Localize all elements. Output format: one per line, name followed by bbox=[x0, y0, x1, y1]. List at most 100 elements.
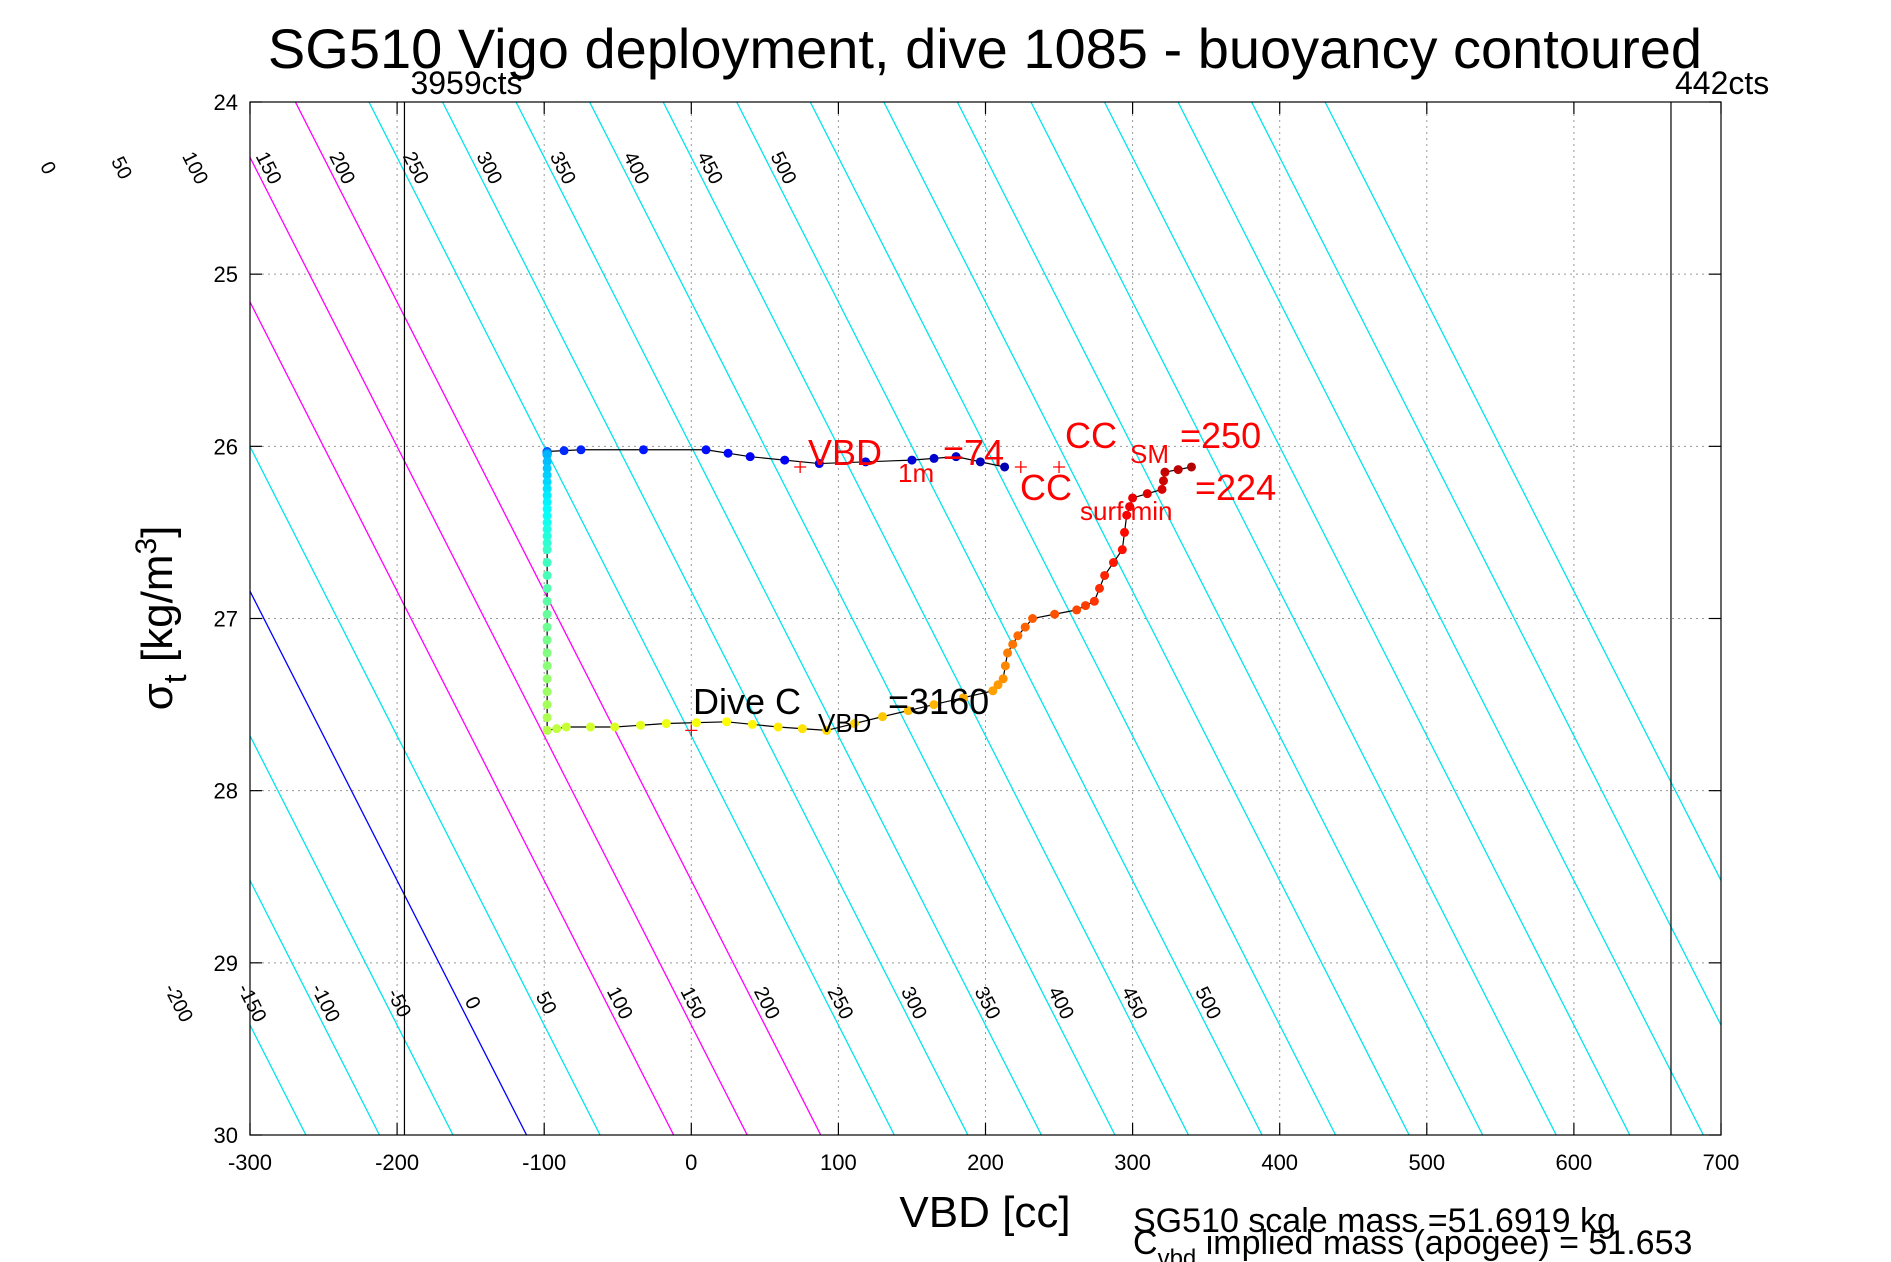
axis-ticks: -300 -200 -100 0 100 200 300 400 500 600 700 24 25 26… bbox=[214, 90, 1740, 1175]
annotation-sub: VBD bbox=[818, 708, 871, 738]
dive-path-point bbox=[745, 452, 755, 462]
buoyancy-contour-line bbox=[250, 879, 381, 1135]
annotation-marker bbox=[685, 724, 698, 737]
footer-scale-mass: SG510 scale mass =51.6919 kg bbox=[1133, 1202, 1616, 1240]
dive-path-point bbox=[1125, 502, 1135, 512]
dive-path-point bbox=[773, 722, 783, 732]
y-tick-label: 28 bbox=[214, 779, 238, 804]
dive-path-point bbox=[1003, 648, 1013, 658]
annotation-value: =74 bbox=[943, 432, 1004, 473]
buoyancy-contour-line bbox=[1177, 102, 1704, 1135]
dive-path-point bbox=[1095, 583, 1105, 593]
dive-path-point bbox=[610, 722, 620, 732]
dive-path-point bbox=[1157, 484, 1167, 494]
dive-path-point bbox=[1128, 493, 1138, 503]
y-label-sigma: σ bbox=[133, 683, 182, 710]
y-tick-label: 25 bbox=[214, 262, 238, 287]
dive-path-point bbox=[542, 470, 552, 480]
dive-path-point bbox=[1028, 614, 1038, 623]
dive-path-point bbox=[542, 558, 552, 568]
buoyancy-contour-line bbox=[1250, 102, 1721, 1027]
annotations: VBD 1m =74 CC SM =250 CC surf min =224 Dive C VBD =… bbox=[685, 415, 1276, 738]
dive-path-point bbox=[1173, 465, 1183, 475]
buoyancy-contour-line bbox=[250, 734, 454, 1135]
annotation-value: =250 bbox=[1180, 415, 1261, 456]
grid-lines bbox=[250, 102, 1721, 1135]
dive-path-point bbox=[1072, 605, 1082, 615]
dive-path-point bbox=[638, 445, 648, 455]
dive-path-point bbox=[722, 717, 732, 727]
dive-path-point bbox=[542, 511, 552, 521]
dive-path-point bbox=[861, 457, 871, 467]
dive-path-point bbox=[1008, 639, 1018, 649]
y-tick-label: 29 bbox=[214, 951, 238, 976]
buoyancy-contour-line bbox=[250, 155, 748, 1135]
dive-path-point bbox=[998, 674, 1008, 684]
dive-path-point bbox=[542, 477, 552, 487]
dive-path-point bbox=[1013, 631, 1023, 641]
dive-path-point bbox=[542, 674, 552, 684]
dive-path-point bbox=[929, 700, 939, 710]
dive-path-point bbox=[542, 518, 552, 528]
dive-path-point bbox=[1050, 609, 1060, 619]
dive-path-point bbox=[814, 459, 824, 469]
dive-path-point bbox=[542, 545, 552, 555]
annotation-main: Dive C bbox=[693, 681, 801, 722]
dive-path-point bbox=[1000, 462, 1010, 472]
dive-path-point bbox=[1122, 510, 1132, 520]
dive-path-point bbox=[542, 463, 552, 473]
footer-c: C bbox=[1133, 1224, 1158, 1262]
y-tick-label: 30 bbox=[214, 1123, 238, 1148]
buoyancy-contour-line bbox=[589, 102, 1116, 1135]
dive-path-point bbox=[1142, 489, 1152, 499]
buoyancy-contour-line bbox=[1030, 102, 1557, 1135]
x-tick-label: -200 bbox=[375, 1150, 419, 1175]
buoyancy-contour-line bbox=[1324, 102, 1721, 882]
annotation-value: =224 bbox=[1195, 467, 1276, 508]
count-markers: 3959cts 442cts bbox=[403, 65, 1769, 1135]
annotation-main: CC bbox=[1065, 415, 1117, 456]
dive-path-point bbox=[561, 722, 571, 732]
dive-path-point bbox=[1000, 661, 1010, 671]
buoyancy-contour-line bbox=[956, 102, 1484, 1135]
footer-implied-mass: Cvbd implied mass (apogee) = 51.653 bbox=[1133, 1224, 1692, 1262]
dive-path-point bbox=[559, 446, 569, 456]
dive-path-point bbox=[975, 457, 985, 467]
dive-path-point bbox=[958, 693, 968, 703]
annotation-marker bbox=[794, 460, 807, 473]
annotation-value: =3160 bbox=[888, 681, 989, 722]
annotation-main: CC bbox=[1020, 467, 1072, 508]
y-axis-label: σt [kg/m3] bbox=[130, 526, 193, 711]
annotation-label: CC surf min =224 bbox=[1020, 467, 1276, 526]
buoyancy-contour-line bbox=[662, 102, 1190, 1135]
dive-path-point bbox=[542, 661, 552, 671]
annotation-label: VBD 1m =74 bbox=[808, 432, 1004, 488]
x-tick-label: 0 bbox=[685, 1150, 697, 1175]
buoyancy-contour-line bbox=[250, 589, 528, 1135]
count-marker-label: 3959cts bbox=[410, 65, 522, 101]
x-tick-label: -300 bbox=[228, 1150, 272, 1175]
y-label-close: ] bbox=[133, 526, 182, 538]
annotation-sub: surf min bbox=[1080, 496, 1172, 526]
dive-path-point bbox=[542, 504, 552, 514]
dive-path-point bbox=[1020, 622, 1030, 632]
dive-path-point bbox=[542, 484, 552, 494]
dive-path-point bbox=[542, 609, 552, 619]
x-tick-label: 300 bbox=[1114, 1150, 1151, 1175]
dive-path-point bbox=[993, 680, 1003, 690]
dive-path-point bbox=[1117, 545, 1127, 555]
dive-path bbox=[542, 445, 1196, 735]
buoyancy-contour-line bbox=[441, 102, 969, 1135]
dive-path-point bbox=[691, 718, 701, 728]
count-marker-label: 442cts bbox=[1675, 65, 1769, 101]
dive-path-point bbox=[542, 450, 552, 460]
x-axis-label: VBD [cc] bbox=[899, 1188, 1070, 1237]
annotation-main: VBD bbox=[808, 432, 882, 473]
buoyancy-contour-line bbox=[368, 102, 895, 1135]
buoyancy-contour-line bbox=[250, 445, 601, 1135]
x-tick-label: 500 bbox=[1408, 1150, 1445, 1175]
dive-path-point bbox=[542, 622, 552, 632]
y-tick-label: 27 bbox=[214, 607, 238, 632]
dive-path-point bbox=[723, 448, 733, 458]
y-label-unit: [kg/m bbox=[133, 555, 182, 675]
